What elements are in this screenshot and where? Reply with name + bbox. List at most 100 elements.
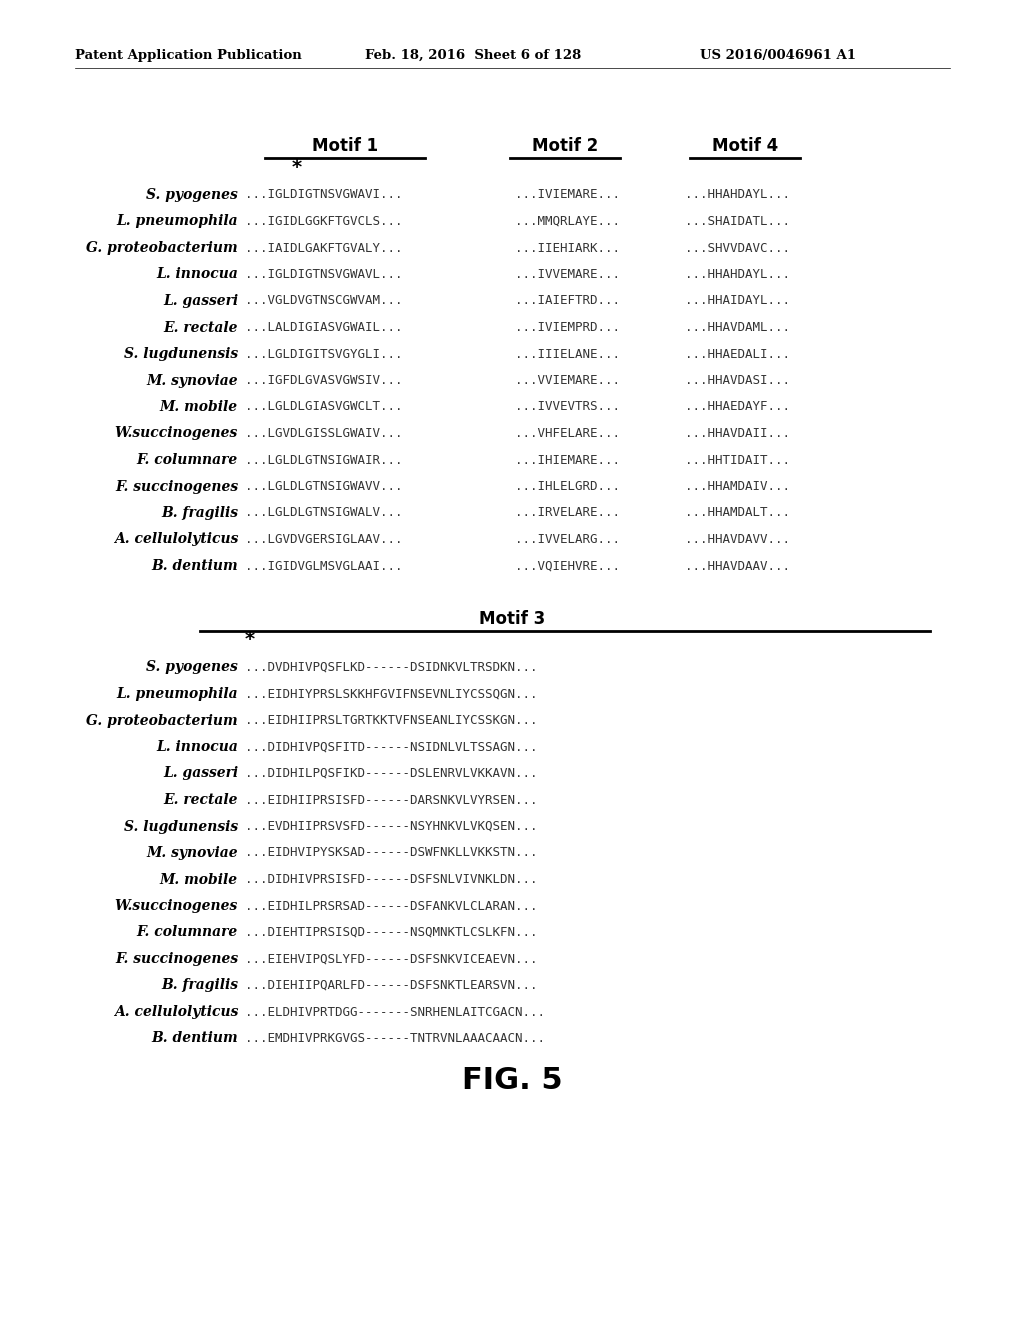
Text: ...IVIEMPRD...: ...IVIEMPRD... xyxy=(515,321,620,334)
Text: ...LGLDLGIASVGWCLT...: ...LGLDLGIASVGWCLT... xyxy=(245,400,402,413)
Text: S. lugdunensis: S. lugdunensis xyxy=(124,820,238,833)
Text: ...IVVEMARE...: ...IVVEMARE... xyxy=(515,268,620,281)
Text: Feb. 18, 2016  Sheet 6 of 128: Feb. 18, 2016 Sheet 6 of 128 xyxy=(365,49,582,62)
Text: ...EIDHILPRSRSAD------DSFANKVLCLARAN...: ...EIDHILPRSRSAD------DSFANKVLCLARAN... xyxy=(245,899,538,912)
Text: ...IHLELGRD...: ...IHLELGRD... xyxy=(515,480,620,492)
Text: ...HHAVDASI...: ...HHAVDASI... xyxy=(685,374,790,387)
Text: ...HHAIDAYL...: ...HHAIDAYL... xyxy=(685,294,790,308)
Text: Motif 1: Motif 1 xyxy=(312,137,378,154)
Text: ...IAIDLGAKFTGVALY...: ...IAIDLGAKFTGVALY... xyxy=(245,242,402,255)
Text: S. pyogenes: S. pyogenes xyxy=(146,187,238,202)
Text: ...HHAEDALI...: ...HHAEDALI... xyxy=(685,347,790,360)
Text: ...ELDHIVPRTDGG-------SNRHENLAITCGACN...: ...ELDHIVPRTDGG-------SNRHENLAITCGACN... xyxy=(245,1006,545,1019)
Text: ...SHVVDAVC...: ...SHVVDAVC... xyxy=(685,242,790,255)
Text: ...IIIELANE...: ...IIIELANE... xyxy=(515,347,620,360)
Text: ...HHAMDALT...: ...HHAMDALT... xyxy=(685,507,790,520)
Text: Motif 4: Motif 4 xyxy=(712,137,778,154)
Text: G. proteobacterium: G. proteobacterium xyxy=(86,242,238,255)
Text: F. succinogenes: F. succinogenes xyxy=(115,479,238,494)
Text: W.succinogenes: W.succinogenes xyxy=(115,426,238,441)
Text: ...IGFDLGVASVGWSIV...: ...IGFDLGVASVGWSIV... xyxy=(245,374,402,387)
Text: ...DVDHIVPQSFLKD------DSIDNKVLTRSDKN...: ...DVDHIVPQSFLKD------DSIDNKVLTRSDKN... xyxy=(245,661,538,675)
Text: F. columnare: F. columnare xyxy=(137,925,238,940)
Text: ...IAIEFTRD...: ...IAIEFTRD... xyxy=(515,294,620,308)
Text: ...DIEHIIPQARLFD------DSFSNKTLEARSVN...: ...DIEHIIPQARLFD------DSFSNKTLEARSVN... xyxy=(245,979,538,993)
Text: ...EIEHVIPQSLYFD------DSFSNKVICEAEVN...: ...EIEHVIPQSLYFD------DSFSNKVICEAEVN... xyxy=(245,953,538,965)
Text: ...EIDHVIPYSKSAD------DSWFNKLLVKKSTN...: ...EIDHVIPYSKSAD------DSWFNKLLVKKSTN... xyxy=(245,846,538,859)
Text: ...IVIEMARE...: ...IVIEMARE... xyxy=(515,189,620,202)
Text: ...LGVDVGERSIGLAAV...: ...LGVDVGERSIGLAAV... xyxy=(245,533,402,546)
Text: Motif 3: Motif 3 xyxy=(479,610,545,627)
Text: ...LGLDLGTNSIGWALV...: ...LGLDLGTNSIGWALV... xyxy=(245,507,402,520)
Text: M. synoviae: M. synoviae xyxy=(146,374,238,388)
Text: *: * xyxy=(292,158,302,177)
Text: *: * xyxy=(245,631,255,649)
Text: M. mobile: M. mobile xyxy=(160,873,238,887)
Text: ...IIEHIARK...: ...IIEHIARK... xyxy=(515,242,620,255)
Text: B. fragilis: B. fragilis xyxy=(161,506,238,520)
Text: G. proteobacterium: G. proteobacterium xyxy=(86,714,238,727)
Text: ...IGLDIGTNSVGWAVL...: ...IGLDIGTNSVGWAVL... xyxy=(245,268,402,281)
Text: B. dentium: B. dentium xyxy=(152,558,238,573)
Text: ...LGLDIGITSVGYGLI...: ...LGLDIGITSVGYGLI... xyxy=(245,347,402,360)
Text: A. cellulolyticus: A. cellulolyticus xyxy=(114,532,238,546)
Text: ...EIDHIIPRSISFD------DARSNKVLVYRSEN...: ...EIDHIIPRSISFD------DARSNKVLVYRSEN... xyxy=(245,793,538,807)
Text: ...DIDHIVPRSISFD------DSFSNLVIVNKLDN...: ...DIDHIVPRSISFD------DSFSNLVIVNKLDN... xyxy=(245,873,538,886)
Text: L. pneumophila: L. pneumophila xyxy=(117,214,238,228)
Text: ...EIDHIYPRSLSKKHFGVIFNSEVNLIYCSSQGN...: ...EIDHIYPRSLSKKHFGVIFNSEVNLIYCSSQGN... xyxy=(245,688,538,701)
Text: M. synoviae: M. synoviae xyxy=(146,846,238,861)
Text: E. rectale: E. rectale xyxy=(164,793,238,807)
Text: ...HHAVDAVV...: ...HHAVDAVV... xyxy=(685,533,790,546)
Text: ...HHTIDAIT...: ...HHTIDAIT... xyxy=(685,454,790,466)
Text: ...LGLDLGTNSIGWAIR...: ...LGLDLGTNSIGWAIR... xyxy=(245,454,402,466)
Text: L. pneumophila: L. pneumophila xyxy=(117,686,238,701)
Text: US 2016/0046961 A1: US 2016/0046961 A1 xyxy=(700,49,856,62)
Text: Patent Application Publication: Patent Application Publication xyxy=(75,49,302,62)
Text: FIG. 5: FIG. 5 xyxy=(462,1067,562,1096)
Text: W.succinogenes: W.succinogenes xyxy=(115,899,238,913)
Text: S. pyogenes: S. pyogenes xyxy=(146,660,238,675)
Text: ...EMDHIVPRKGVGS------TNTRVNLAAACAACN...: ...EMDHIVPRKGVGS------TNTRVNLAAACAACN... xyxy=(245,1032,545,1045)
Text: ...HHAVDAII...: ...HHAVDAII... xyxy=(685,426,790,440)
Text: L. gasseri: L. gasseri xyxy=(163,294,238,308)
Text: ...VQIEHVRE...: ...VQIEHVRE... xyxy=(515,560,620,573)
Text: ...IGIDVGLMSVGLAAI...: ...IGIDVGLMSVGLAAI... xyxy=(245,560,402,573)
Text: B. fragilis: B. fragilis xyxy=(161,978,238,993)
Text: M. mobile: M. mobile xyxy=(160,400,238,414)
Text: Motif 2: Motif 2 xyxy=(531,137,598,154)
Text: ...HHAHDAYL...: ...HHAHDAYL... xyxy=(685,268,790,281)
Text: ...VHFELARE...: ...VHFELARE... xyxy=(515,426,620,440)
Text: ...VGLDVGTNSCGWVAM...: ...VGLDVGTNSCGWVAM... xyxy=(245,294,402,308)
Text: ...DIDHILPQSFIKD------DSLENRVLVKKAVN...: ...DIDHILPQSFIKD------DSLENRVLVKKAVN... xyxy=(245,767,538,780)
Text: F. columnare: F. columnare xyxy=(137,453,238,467)
Text: ...IVVELARG...: ...IVVELARG... xyxy=(515,533,620,546)
Text: ...SHAIDATL...: ...SHAIDATL... xyxy=(685,215,790,228)
Text: ...HHAEDAYF...: ...HHAEDAYF... xyxy=(685,400,790,413)
Text: ...LGVDLGISSLGWAIV...: ...LGVDLGISSLGWAIV... xyxy=(245,426,402,440)
Text: L. innocua: L. innocua xyxy=(156,268,238,281)
Text: L. innocua: L. innocua xyxy=(156,741,238,754)
Text: ...DIDHIVPQSFITD------NSIDNLVLTSSAGN...: ...DIDHIVPQSFITD------NSIDNLVLTSSAGN... xyxy=(245,741,538,754)
Text: ...HHAVDAML...: ...HHAVDAML... xyxy=(685,321,790,334)
Text: ...HHAMDAIV...: ...HHAMDAIV... xyxy=(685,480,790,492)
Text: ...EIDHIIPRSLTGRTKKTVFNSEANLIYCSSKGN...: ...EIDHIIPRSLTGRTKKTVFNSEANLIYCSSKGN... xyxy=(245,714,538,727)
Text: ...VVIEMARE...: ...VVIEMARE... xyxy=(515,374,620,387)
Text: ...LGLDLGTNSIGWAVV...: ...LGLDLGTNSIGWAVV... xyxy=(245,480,402,492)
Text: F. succinogenes: F. succinogenes xyxy=(115,952,238,966)
Text: ...HHAVDAAV...: ...HHAVDAAV... xyxy=(685,560,790,573)
Text: ...MMQRLAYE...: ...MMQRLAYE... xyxy=(515,215,620,228)
Text: ...IRVELARE...: ...IRVELARE... xyxy=(515,507,620,520)
Text: ...LALDIGIASVGWAIL...: ...LALDIGIASVGWAIL... xyxy=(245,321,402,334)
Text: ...IVVEVTRS...: ...IVVEVTRS... xyxy=(515,400,620,413)
Text: L. gasseri: L. gasseri xyxy=(163,767,238,780)
Text: ...IHIEMARE...: ...IHIEMARE... xyxy=(515,454,620,466)
Text: ...IGLDIGTNSVGWAVI...: ...IGLDIGTNSVGWAVI... xyxy=(245,189,402,202)
Text: S. lugdunensis: S. lugdunensis xyxy=(124,347,238,360)
Text: ...HHAHDAYL...: ...HHAHDAYL... xyxy=(685,189,790,202)
Text: E. rectale: E. rectale xyxy=(164,321,238,334)
Text: ...IGIDLGGKFTGVCLS...: ...IGIDLGGKFTGVCLS... xyxy=(245,215,402,228)
Text: ...EVDHIIPRSVSFD------NSYHNKVLVKQSEN...: ...EVDHIIPRSVSFD------NSYHNKVLVKQSEN... xyxy=(245,820,538,833)
Text: B. dentium: B. dentium xyxy=(152,1031,238,1045)
Text: ...DIEHTIPRSISQD------NSQMNKTLCSLKFN...: ...DIEHTIPRSISQD------NSQMNKTLCSLKFN... xyxy=(245,927,538,939)
Text: A. cellulolyticus: A. cellulolyticus xyxy=(114,1005,238,1019)
